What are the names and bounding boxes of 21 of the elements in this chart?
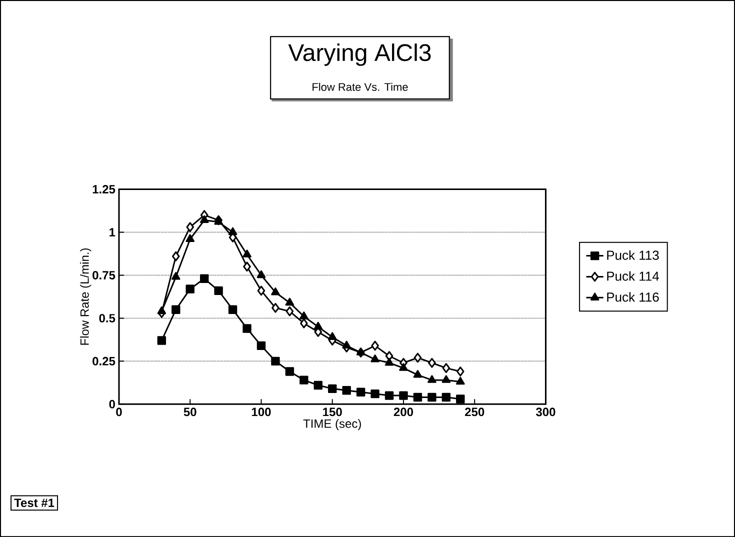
x-tick-label: 200 <box>394 408 413 416</box>
text: Test #1 <box>14 498 54 507</box>
y-axis-title: Flow Rate (L/min.) <box>80 248 92 345</box>
chart-subtitle: Flow Rate Vs. Time <box>312 82 408 91</box>
legend-label: Puck 113 <box>607 250 659 260</box>
y-tick-label: 0 <box>109 400 115 408</box>
y-tick-label: 0.75 <box>92 270 116 280</box>
x-tick-label: 300 <box>536 408 556 416</box>
x-tick-label: 100 <box>252 408 271 416</box>
chart-title: Varying AlCl3 <box>288 43 431 66</box>
legend-label: Puck 116 <box>607 292 659 302</box>
y-tick-label: 0.5 <box>99 314 116 322</box>
y-tick-label: 1.25 <box>92 184 116 194</box>
y-tick-label: 1 <box>110 228 116 236</box>
x-axis-title: TIME (sec) <box>303 418 361 430</box>
x-tick-label: 250 <box>465 408 484 416</box>
legend-label: Puck 114 <box>607 271 659 281</box>
x-tick-label: 50 <box>184 408 196 416</box>
x-tick-label: 0 <box>116 408 122 416</box>
x-tick-label: 150 <box>323 408 342 416</box>
y-tick-label: 0.25 <box>92 356 116 366</box>
